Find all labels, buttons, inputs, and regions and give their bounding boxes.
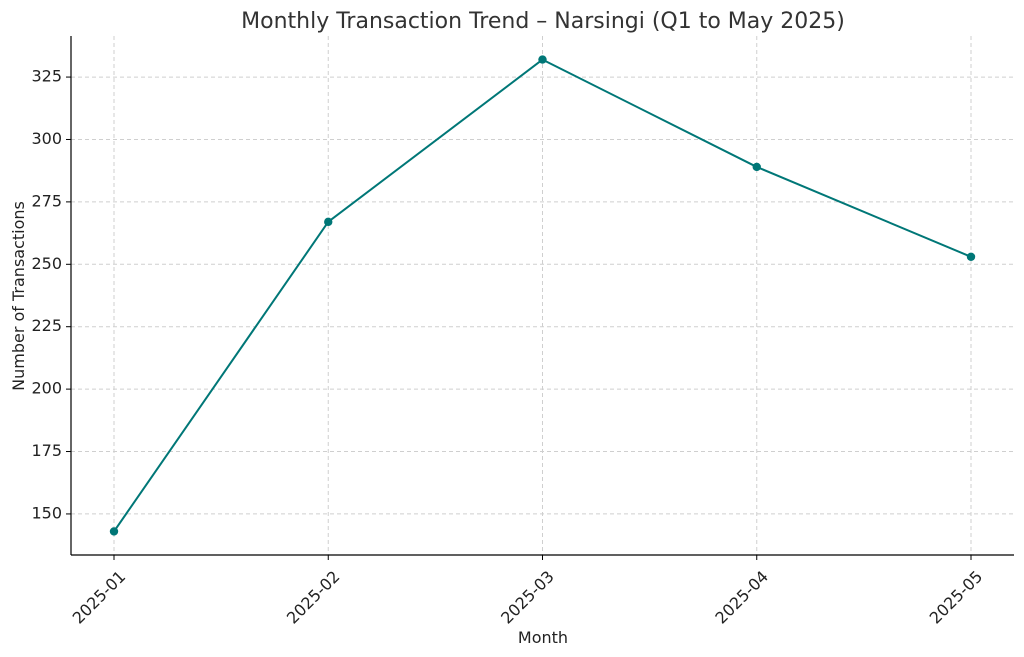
data-point — [324, 217, 333, 227]
x-axis-label: Month — [518, 628, 568, 647]
x-tick-label: 2025-01 — [69, 567, 130, 628]
chart-title: Monthly Transaction Trend – Narsingi (Q1… — [241, 9, 845, 34]
x-tick-label: 2025-03 — [497, 567, 558, 628]
tick-labels: 2025-01 2025-02 2025-03 2025-04 2025-05 150 17… — [31, 67, 986, 628]
y-tick-label: 275 — [31, 191, 62, 210]
data-point — [538, 55, 547, 64]
y-tick-label: 150 — [31, 503, 62, 522]
y-tick-label: 200 — [31, 379, 62, 398]
data-point — [752, 162, 761, 172]
x-tick-label: 2025-05 — [926, 567, 987, 628]
grid — [71, 36, 1014, 555]
x-tick-label: 2025-04 — [711, 567, 772, 628]
y-tick-label: 250 — [31, 254, 62, 273]
y-tick-label: 175 — [31, 441, 62, 460]
y-tick-label: 300 — [31, 129, 62, 148]
data-point — [966, 252, 976, 262]
x-tick-label: 2025-02 — [283, 567, 344, 628]
y-tick-label: 225 — [31, 316, 62, 335]
y-axis-label: Number of Transactions — [9, 201, 28, 391]
series-layer — [109, 55, 976, 536]
axes — [66, 36, 1014, 560]
data-point — [109, 527, 119, 536]
y-tick-label: 325 — [31, 67, 62, 86]
